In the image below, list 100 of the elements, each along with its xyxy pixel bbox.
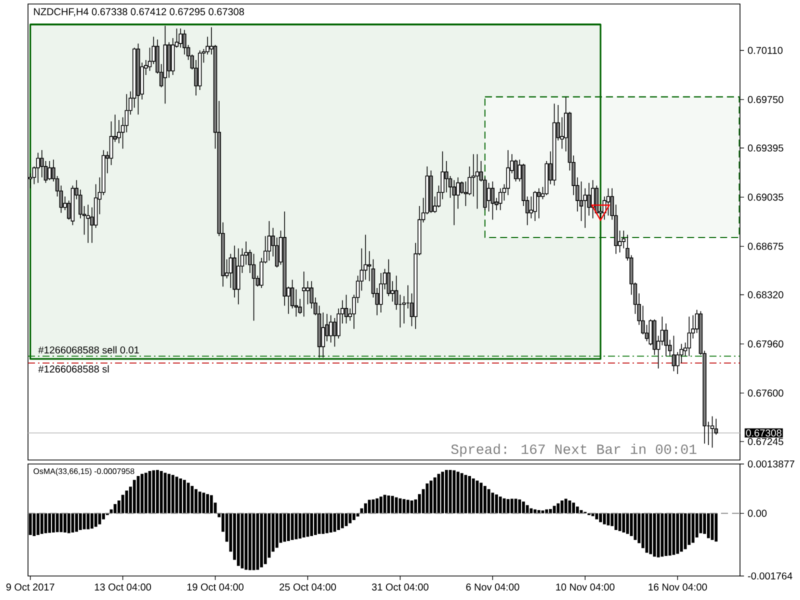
candlestick <box>475 154 480 210</box>
y-tick-label: -0.001764 <box>748 572 792 580</box>
bar <box>156 470 159 514</box>
y-tick-label: 0.68675 <box>748 242 784 250</box>
candlestick <box>648 318 652 346</box>
bar <box>78 513 82 530</box>
candlestick <box>456 176 460 210</box>
candlestick <box>36 152 40 184</box>
x-tick-label: 10 Nov 04:00 <box>556 584 614 591</box>
bar <box>641 513 644 548</box>
candlestick <box>544 160 548 196</box>
y-tick-label: 0.67600 <box>748 390 784 397</box>
bar <box>602 513 606 524</box>
bar <box>426 483 429 514</box>
candlestick <box>537 188 541 219</box>
bar <box>144 472 148 514</box>
bar <box>668 513 672 556</box>
candlestick <box>252 253 256 322</box>
candlestick <box>498 188 502 211</box>
bar <box>32 513 36 536</box>
bar <box>329 513 332 532</box>
bar <box>484 486 486 514</box>
bar <box>125 490 128 514</box>
bar <box>460 473 464 514</box>
candlestick <box>444 160 448 193</box>
chart-title: OsMA(33,66,15) -0.0007958 <box>34 468 134 476</box>
bar <box>294 513 298 540</box>
y-tick-label: 0.67245 <box>748 438 784 446</box>
y-tick-label: 0.0013877 <box>748 460 794 468</box>
bar <box>441 472 444 514</box>
y-tick-label: 0.00 <box>748 510 767 517</box>
chart-title: NZDCHF,H4 0.67338 0.67412 0.67295 0.67308 <box>34 8 244 16</box>
bar <box>256 513 260 570</box>
candlestick <box>464 181 468 206</box>
bar <box>194 489 198 514</box>
bar <box>164 472 167 514</box>
bar <box>248 513 252 570</box>
candlestick <box>275 237 279 268</box>
candlestick <box>40 150 44 178</box>
candlestick <box>429 170 433 214</box>
candlestick <box>86 204 90 244</box>
x-tick-label: 6 Nov 04:00 <box>466 584 520 591</box>
candlestick <box>379 272 383 313</box>
bar <box>348 513 352 524</box>
bar <box>649 513 652 554</box>
candlestick <box>680 344 684 364</box>
x-tick-label: 25 Oct 04:00 <box>280 584 336 591</box>
y-tick-label: 0.69395 <box>748 144 784 152</box>
bar <box>630 513 633 536</box>
bar <box>660 513 664 557</box>
ref-line-label: #1266068588 sl <box>38 365 109 373</box>
bar <box>576 506 579 514</box>
bar <box>456 472 460 514</box>
bar <box>60 513 63 532</box>
bar <box>302 513 306 538</box>
bar <box>364 503 367 514</box>
candlestick <box>182 30 186 55</box>
candlestick <box>124 94 129 133</box>
bar <box>626 513 629 534</box>
candlestick <box>236 248 240 305</box>
bar <box>526 505 529 514</box>
bar <box>614 513 618 530</box>
bar <box>244 513 248 570</box>
candlestick <box>710 416 714 448</box>
bar <box>236 513 240 566</box>
bar <box>94 513 98 527</box>
x-tick-label: 9 Oct 2017 <box>6 584 54 591</box>
bar <box>472 478 475 514</box>
bar <box>160 471 163 514</box>
bar <box>387 496 390 514</box>
candlestick <box>294 288 298 318</box>
bar <box>498 496 502 514</box>
bar <box>298 513 302 539</box>
candlestick <box>533 190 537 222</box>
ref-line-label: 0.67308 <box>746 429 782 436</box>
bar <box>326 513 328 534</box>
candlestick <box>452 180 456 226</box>
candlestick <box>468 166 472 196</box>
y-tick-label: 0.70110 <box>748 46 783 54</box>
bar <box>376 498 379 514</box>
bar <box>692 513 694 543</box>
bar <box>190 486 194 514</box>
candlestick <box>364 234 368 280</box>
bar <box>275 513 278 548</box>
candlestick <box>163 25 168 104</box>
bar <box>368 500 371 514</box>
x-tick-label: 13 Oct 04:00 <box>94 584 152 591</box>
candlestick <box>676 352 680 374</box>
bar <box>706 513 710 538</box>
bar <box>530 508 533 514</box>
bar <box>48 513 52 533</box>
bar <box>495 494 498 514</box>
bar <box>506 499 510 514</box>
candlestick <box>398 294 402 328</box>
candlestick <box>321 312 325 358</box>
bar <box>572 502 576 514</box>
candlestick <box>652 318 656 356</box>
bar <box>340 513 344 528</box>
candlestick <box>244 241 248 266</box>
bar <box>522 502 525 514</box>
